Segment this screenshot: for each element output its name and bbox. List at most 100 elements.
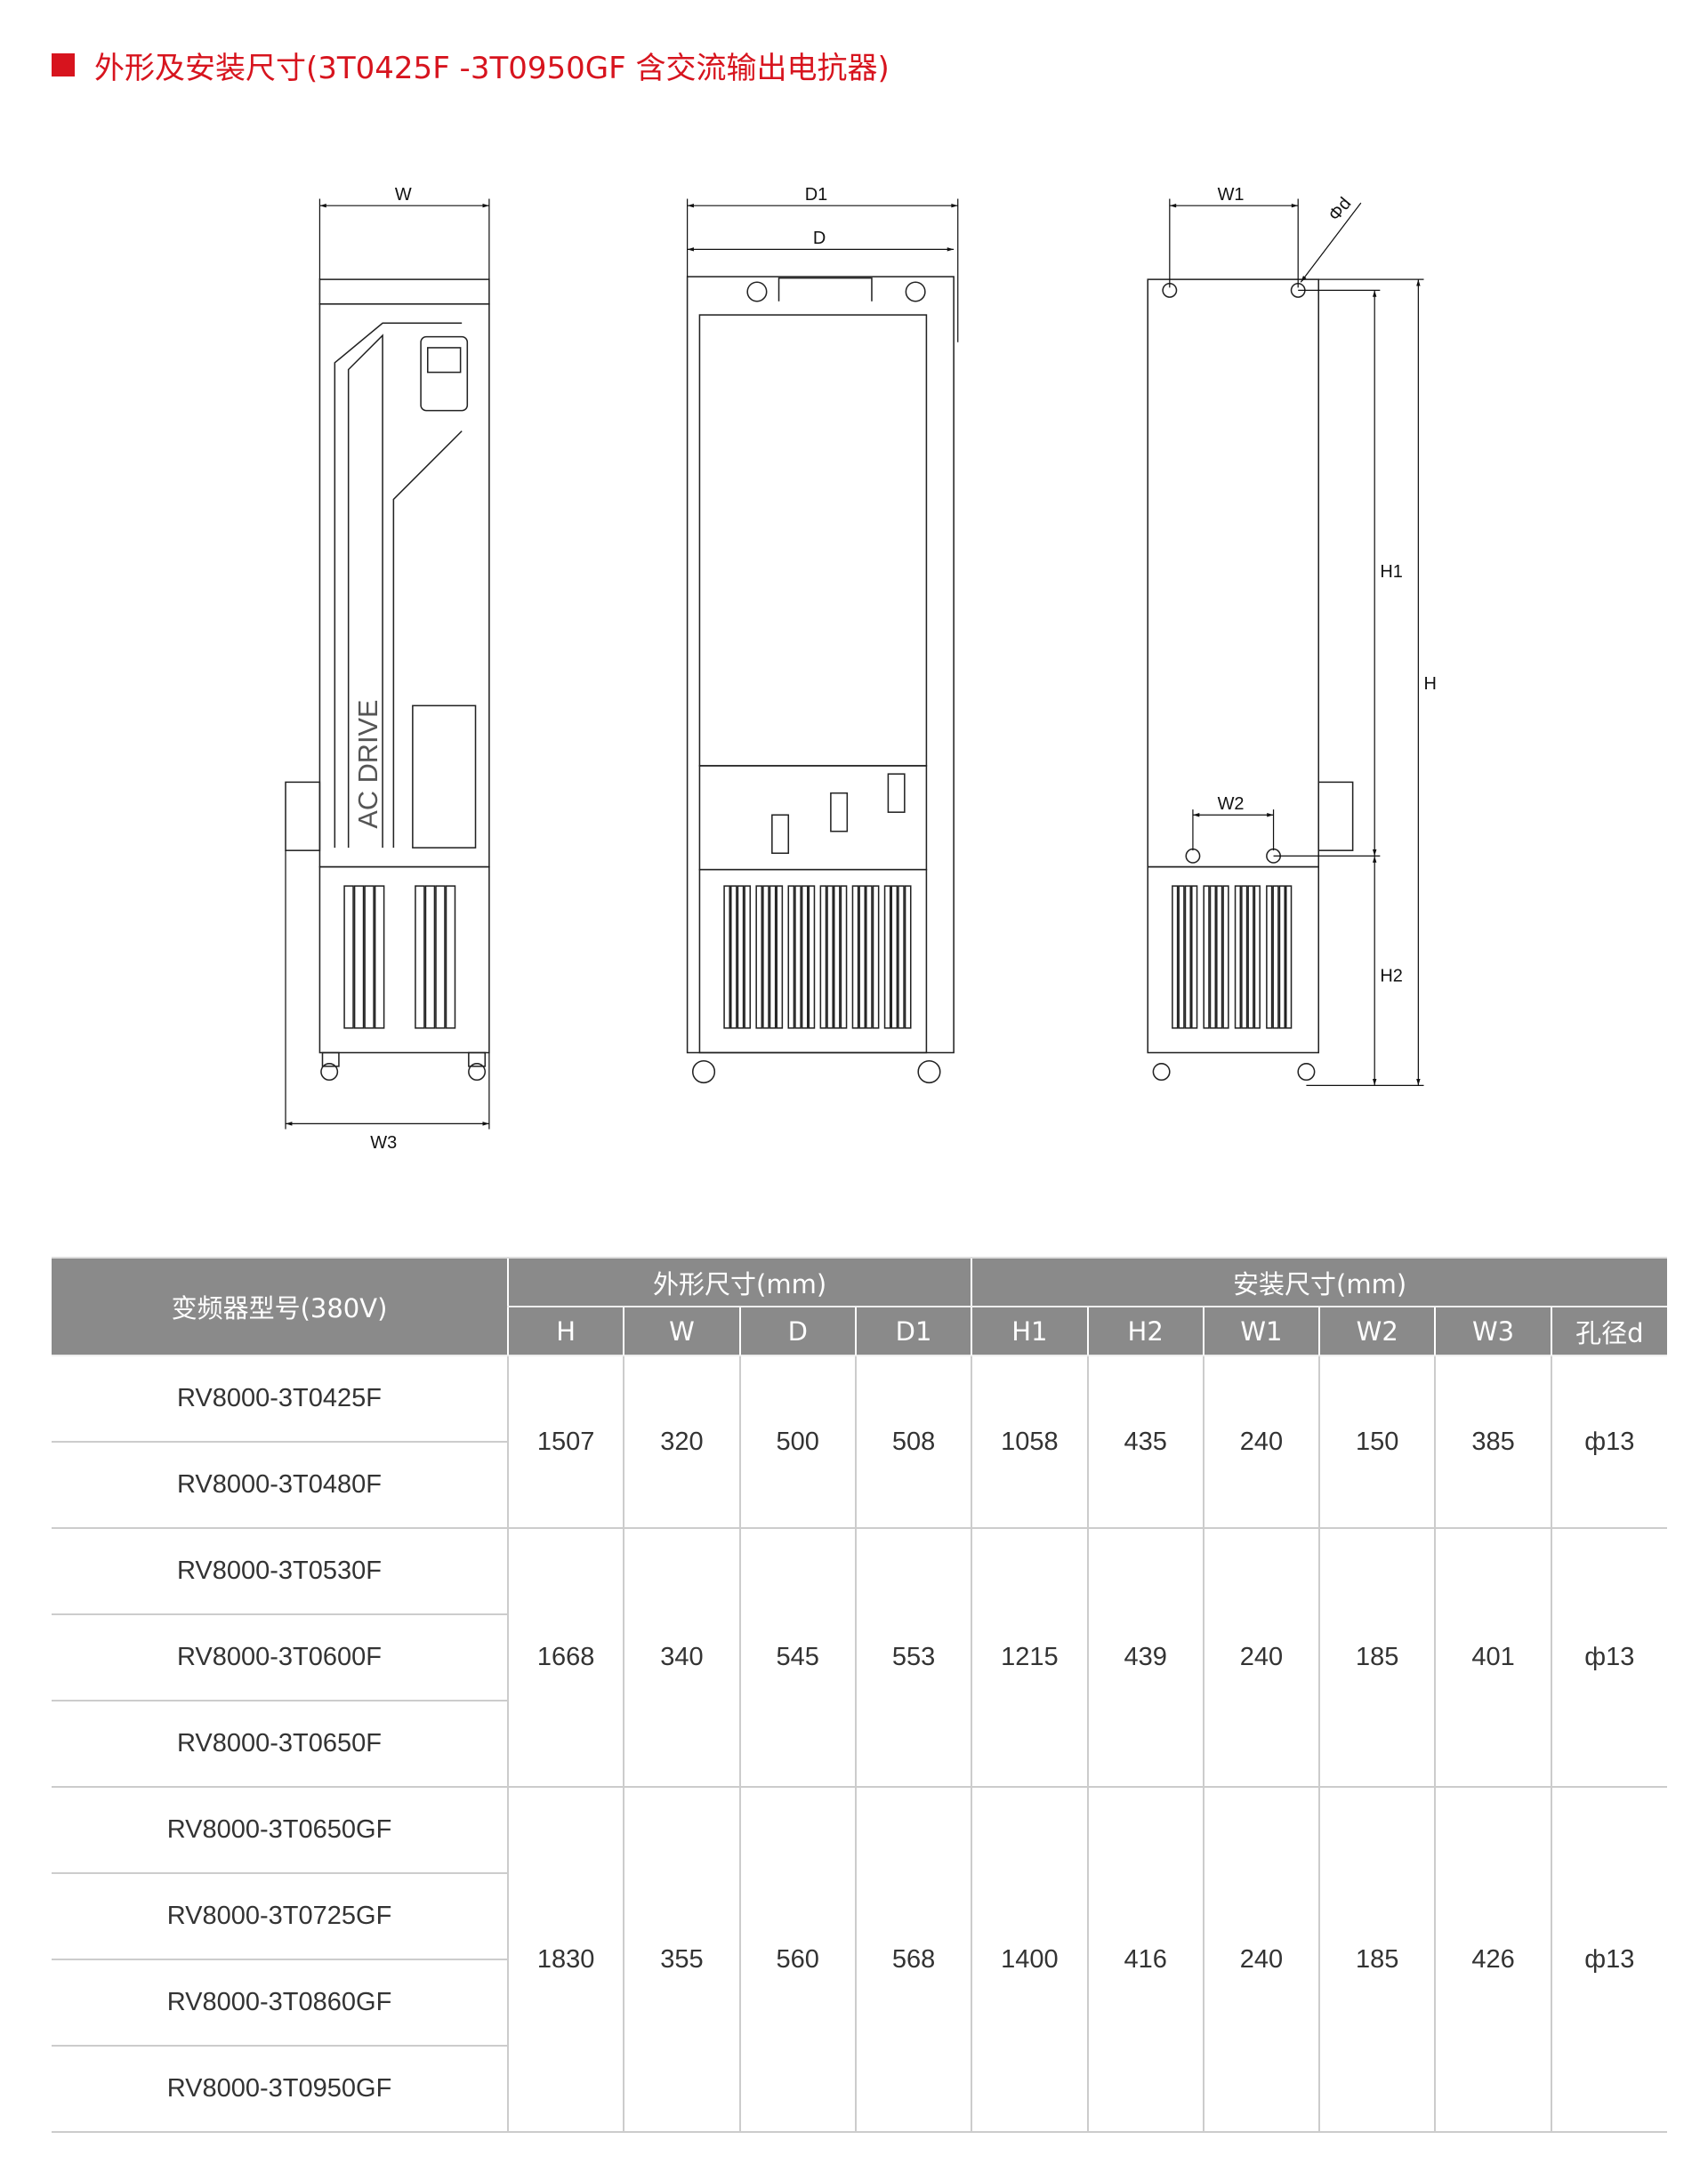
vent-slot	[1266, 885, 1273, 1029]
vent-slot	[851, 885, 859, 1029]
column-header: W1	[1202, 1306, 1320, 1356]
vent-slot	[435, 885, 446, 1029]
value-cell-w3: 385	[1434, 1355, 1551, 1529]
table-row: RV8000-3T0650F	[52, 1701, 1667, 1788]
column-header: D	[738, 1306, 856, 1356]
vent-slot	[826, 885, 834, 1029]
vent-slot	[1278, 885, 1285, 1029]
dim-d1: D1	[805, 185, 828, 205]
model-cell: RV8000-3T0650F	[52, 1701, 508, 1788]
vent-slot	[858, 885, 866, 1029]
column-header: 孔径d	[1550, 1306, 1667, 1356]
value-cell-孔径d: ф13	[1550, 1355, 1667, 1529]
keypad-icon	[420, 335, 469, 412]
value-cell-d1: 568	[854, 1787, 972, 2133]
vent-slot	[890, 885, 898, 1029]
value-cell-w3: 401	[1434, 1528, 1551, 1788]
vent-slot	[755, 885, 763, 1029]
model-header: 变频器型号(380V)	[52, 1257, 508, 1356]
vent-slot	[364, 885, 375, 1029]
vent-slot	[1253, 885, 1261, 1029]
vent-slot	[762, 885, 769, 1029]
dim-d: D	[813, 229, 826, 248]
value-cell-w: 340	[623, 1528, 740, 1788]
model-cell: RV8000-3T0650GF	[52, 1787, 508, 1874]
value-cell-h2: 416	[1086, 1787, 1204, 2133]
value-cell-孔径d: ф13	[1550, 1528, 1667, 1788]
model-cell: RV8000-3T0530F	[52, 1528, 508, 1615]
dim-hole-d: Φd	[1325, 194, 1355, 225]
outer-dim-header: 外形尺寸(mm)	[506, 1257, 972, 1307]
vent-slot	[1178, 885, 1185, 1029]
table-row: RV8000-3T0425F 1507 320 500 508 1058 435 240 150…	[52, 1355, 1667, 1529]
value-cell-w: 320	[623, 1355, 740, 1529]
value-cell-孔径d: ф13	[1550, 1787, 1667, 2133]
value-cell-h1: 1400	[971, 1787, 1088, 2133]
vent-slot	[744, 885, 752, 1029]
dim-w2: W2	[1218, 794, 1245, 814]
table-row: RV8000-3T0600F	[52, 1614, 1667, 1701]
vent-slot	[415, 885, 425, 1029]
dim-h2: H2	[1380, 967, 1403, 986]
vent-slot	[794, 885, 802, 1029]
vent-slot	[776, 885, 784, 1029]
vent-slot	[1222, 885, 1229, 1029]
side-view	[686, 276, 955, 1084]
value-cell-d: 545	[738, 1528, 856, 1788]
value-cell-d1: 508	[854, 1355, 972, 1529]
value-cell-w: 355	[623, 1787, 740, 2133]
value-cell-h: 1668	[506, 1528, 624, 1788]
vent-slot	[1241, 885, 1248, 1029]
model-cell: RV8000-3T0860GF	[52, 1959, 508, 2047]
vent-slot	[1203, 885, 1210, 1029]
column-header: H2	[1086, 1306, 1204, 1356]
vent-slot	[723, 885, 730, 1029]
vent-slot	[343, 885, 354, 1029]
vent-slot	[353, 885, 365, 1029]
install-dim-header: 安装尺寸(mm)	[971, 1257, 1667, 1307]
model-cell: RV8000-3T0600F	[52, 1614, 508, 1701]
vent-slot	[1184, 885, 1192, 1029]
vent-slot	[1272, 885, 1279, 1029]
dim-w: W	[395, 185, 412, 205]
vent-slot	[1172, 885, 1179, 1029]
value-cell-d1: 553	[854, 1528, 972, 1788]
value-cell-d: 500	[738, 1355, 856, 1529]
vent-slot	[1285, 885, 1293, 1029]
vent-slot	[801, 885, 809, 1029]
dimension-table: 变频器型号(380V) 外形尺寸(mm) 安装尺寸(mm) H W D D1 H1 H2 W…	[52, 1257, 1667, 2133]
column-header: W	[623, 1306, 740, 1356]
dim-w3: W3	[370, 1133, 397, 1153]
column-header: H1	[971, 1306, 1088, 1356]
vent-slot	[1247, 885, 1254, 1029]
value-cell-w3: 426	[1434, 1787, 1551, 2133]
table-row: RV8000-3T0725GF	[52, 1873, 1667, 1960]
table-row: RV8000-3T0950GF	[52, 2046, 1667, 2133]
section-title-text: 外形及安装尺寸(3T0425F -3T0950GF 含交流输出电抗器)	[94, 50, 890, 86]
vent-slot	[729, 885, 737, 1029]
value-cell-h2: 435	[1086, 1355, 1204, 1529]
front-view	[285, 278, 490, 1081]
dim-h1: H1	[1380, 562, 1403, 582]
value-cell-h1: 1215	[971, 1528, 1088, 1788]
vent-slot	[1191, 885, 1198, 1029]
vent-slot	[866, 885, 873, 1029]
column-header: W3	[1434, 1306, 1551, 1356]
vent-slot	[872, 885, 880, 1029]
column-header: D1	[854, 1306, 972, 1356]
section-title: 外形及安装尺寸(3T0425F -3T0950GF 含交流输出电抗器)	[52, 43, 890, 87]
value-cell-w2: 185	[1318, 1787, 1436, 2133]
vent-slot	[904, 885, 912, 1029]
value-cell-h2: 439	[1086, 1528, 1204, 1788]
value-cell-w1: 240	[1202, 1355, 1320, 1529]
back-view	[1147, 278, 1354, 1081]
vent-slot	[424, 885, 436, 1029]
value-cell-w1: 240	[1202, 1528, 1320, 1788]
vent-slot	[1216, 885, 1223, 1029]
title-marker-icon	[52, 53, 75, 76]
value-cell-w2: 150	[1318, 1355, 1436, 1529]
vent-slot	[833, 885, 841, 1029]
value-cell-d: 560	[738, 1787, 856, 2133]
ac-drive-label: AC DRIVE	[352, 700, 383, 829]
value-cell-h: 1507	[506, 1355, 624, 1529]
